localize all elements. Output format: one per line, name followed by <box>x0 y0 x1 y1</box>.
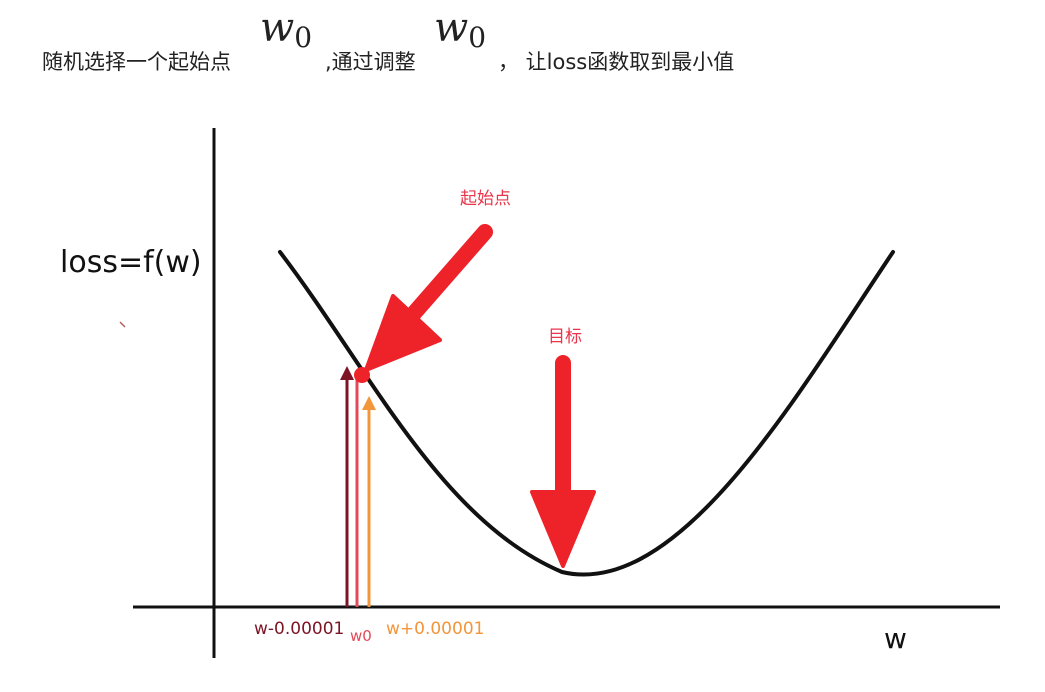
loss-curve <box>278 250 895 577</box>
w0-symbol-2-sub: 0 <box>468 21 487 54</box>
w0-symbol-1-base: w <box>260 5 295 51</box>
y-axis-label: loss=f(w) <box>60 245 202 280</box>
target-label: 目标 <box>548 327 582 347</box>
tick-plus-label: w+0.00001 <box>386 619 484 639</box>
plus-arrow-head <box>362 396 376 410</box>
minus-arrow-head <box>340 366 354 380</box>
headline-text-middle: ,通过调整 <box>325 50 416 74</box>
tick-w0-label: w0 <box>350 627 372 645</box>
target-arrow-head <box>530 490 596 568</box>
tick-minus-label: w-0.00001 <box>254 619 344 639</box>
stray-mark <box>119 321 126 328</box>
w0-symbol-2: w0 <box>434 8 486 52</box>
x-axis-label: w <box>884 622 907 655</box>
start-arrow-head <box>364 294 442 372</box>
headline-text-end: ， 让loss函数取到最小值 <box>498 50 735 74</box>
w0-symbol-2-base: w <box>434 5 469 51</box>
w0-symbol-1-sub: 0 <box>294 21 313 54</box>
w0-symbol-1: w0 <box>260 8 312 52</box>
headline: 随机选择一个起始点 w0 ,通过调整 w0 ， 让loss函数取到最小值 <box>0 0 1045 90</box>
start-point-label: 起始点 <box>460 189 511 209</box>
headline-text-start: 随机选择一个起始点 <box>42 50 231 74</box>
